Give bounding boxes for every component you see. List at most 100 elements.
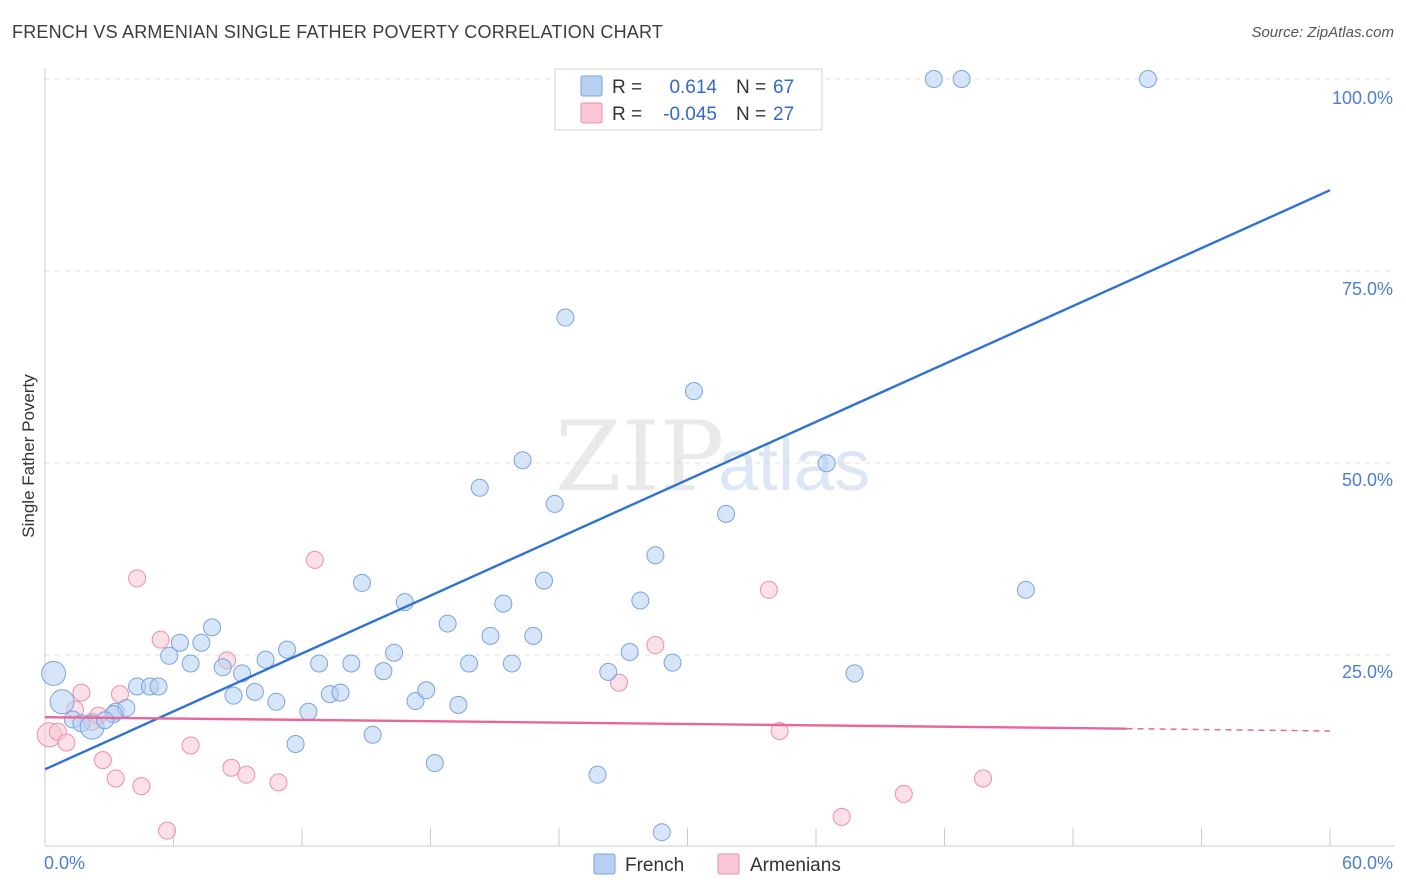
french-point xyxy=(556,308,575,327)
french-n-label: N = xyxy=(736,77,766,98)
trend-lines xyxy=(44,189,1331,771)
french-r-label: R = xyxy=(612,77,642,98)
french-point xyxy=(181,654,200,673)
french-point xyxy=(213,658,232,677)
x-tick-marks xyxy=(44,828,1331,846)
armenian-point xyxy=(609,673,628,692)
armenian-series xyxy=(36,550,993,840)
x-tick-label-max: 60.0% xyxy=(1342,853,1393,873)
armenian-trend-line xyxy=(44,715,1127,730)
armenian-point xyxy=(894,784,913,803)
french-point xyxy=(513,451,532,470)
armenian-point xyxy=(158,821,177,840)
y-tick-label-50: 50.0% xyxy=(1342,470,1393,490)
french-point xyxy=(952,70,971,88)
armenian-point xyxy=(646,636,665,655)
french-point xyxy=(310,654,329,673)
french-point xyxy=(502,654,521,673)
french-point xyxy=(385,643,404,662)
french-swatch xyxy=(580,75,603,97)
french-point xyxy=(160,646,179,665)
y-tick-label-75: 75.0% xyxy=(1342,279,1393,299)
french-point xyxy=(417,681,436,700)
armenian-n-label: N = xyxy=(736,104,766,125)
french-point xyxy=(352,573,371,592)
french-point xyxy=(192,633,211,652)
armenian-trend-line-extension xyxy=(1126,727,1331,732)
french-point xyxy=(41,660,67,686)
french-point xyxy=(49,689,75,715)
french-point xyxy=(203,618,222,637)
armenian-swatch xyxy=(580,102,603,124)
armenian-point xyxy=(832,807,851,826)
series-legend: French Armenians xyxy=(593,853,841,876)
french-point xyxy=(545,494,564,513)
french-point xyxy=(278,640,297,659)
french-n-value: 67 xyxy=(773,77,794,98)
french-point xyxy=(256,650,275,669)
armenian-point xyxy=(132,777,151,796)
french-point xyxy=(845,664,864,683)
armenian-point xyxy=(151,630,170,649)
stats-legend: R = 0.614 N = 67 R = -0.045 N = 27 xyxy=(554,68,823,131)
french-point xyxy=(245,682,264,701)
french-point xyxy=(299,702,318,721)
armenian-point xyxy=(759,580,778,599)
x-tick-label-min: 0.0% xyxy=(44,853,85,873)
french-point xyxy=(224,686,243,705)
french-point xyxy=(267,692,286,711)
french-point xyxy=(588,765,607,784)
french-point xyxy=(331,683,350,702)
french-r-value: 0.614 xyxy=(669,77,717,98)
bottom-armenian-swatch xyxy=(717,853,740,875)
french-point xyxy=(717,504,736,523)
french-point xyxy=(149,677,168,696)
armenian-r-label: R = xyxy=(612,104,642,125)
french-point xyxy=(170,633,189,652)
armenian-point xyxy=(106,769,125,788)
bottom-armenian-label: Armenians xyxy=(750,855,841,876)
french-point xyxy=(470,478,489,497)
french-point xyxy=(535,571,554,590)
french-point xyxy=(620,642,639,661)
french-point xyxy=(363,725,382,744)
french-point xyxy=(342,654,361,673)
bottom-french-label: French xyxy=(625,855,684,876)
watermark-zip: ZIP xyxy=(555,401,724,513)
armenian-point xyxy=(222,758,241,777)
french-point xyxy=(374,662,393,681)
french-point xyxy=(817,454,836,473)
french-point xyxy=(494,594,513,613)
french-point xyxy=(646,546,665,565)
armenian-point xyxy=(974,769,993,788)
french-point xyxy=(481,626,500,645)
armenian-point xyxy=(72,683,91,702)
french-point xyxy=(95,711,114,730)
armenian-r-value: -0.045 xyxy=(663,104,717,125)
y-axis-title: Single Father Poverty xyxy=(19,374,38,538)
armenian-point xyxy=(57,733,76,752)
french-point xyxy=(449,695,468,714)
grid-lines xyxy=(45,78,1395,656)
french-point xyxy=(684,382,703,401)
french-point xyxy=(599,662,618,681)
french-point xyxy=(631,591,650,610)
french-point xyxy=(438,614,457,633)
armenian-point xyxy=(770,721,789,740)
armenian-point xyxy=(181,736,200,755)
bottom-french-swatch xyxy=(593,853,616,875)
armenian-point xyxy=(269,773,288,792)
chart-source: Source: ZipAtlas.com xyxy=(1251,24,1394,41)
french-point xyxy=(652,823,671,842)
armenian-n-value: 27 xyxy=(773,104,794,125)
french-point xyxy=(425,754,444,773)
y-tick-label-25: 25.0% xyxy=(1342,662,1393,682)
chart-title: FRENCH VS ARMENIAN SINGLE FATHER POVERTY… xyxy=(12,22,664,42)
french-point xyxy=(1016,580,1035,599)
armenian-point xyxy=(237,765,256,784)
armenian-point xyxy=(128,569,147,588)
french-point xyxy=(1138,70,1157,88)
french-point xyxy=(460,654,479,673)
french-point xyxy=(286,734,305,753)
